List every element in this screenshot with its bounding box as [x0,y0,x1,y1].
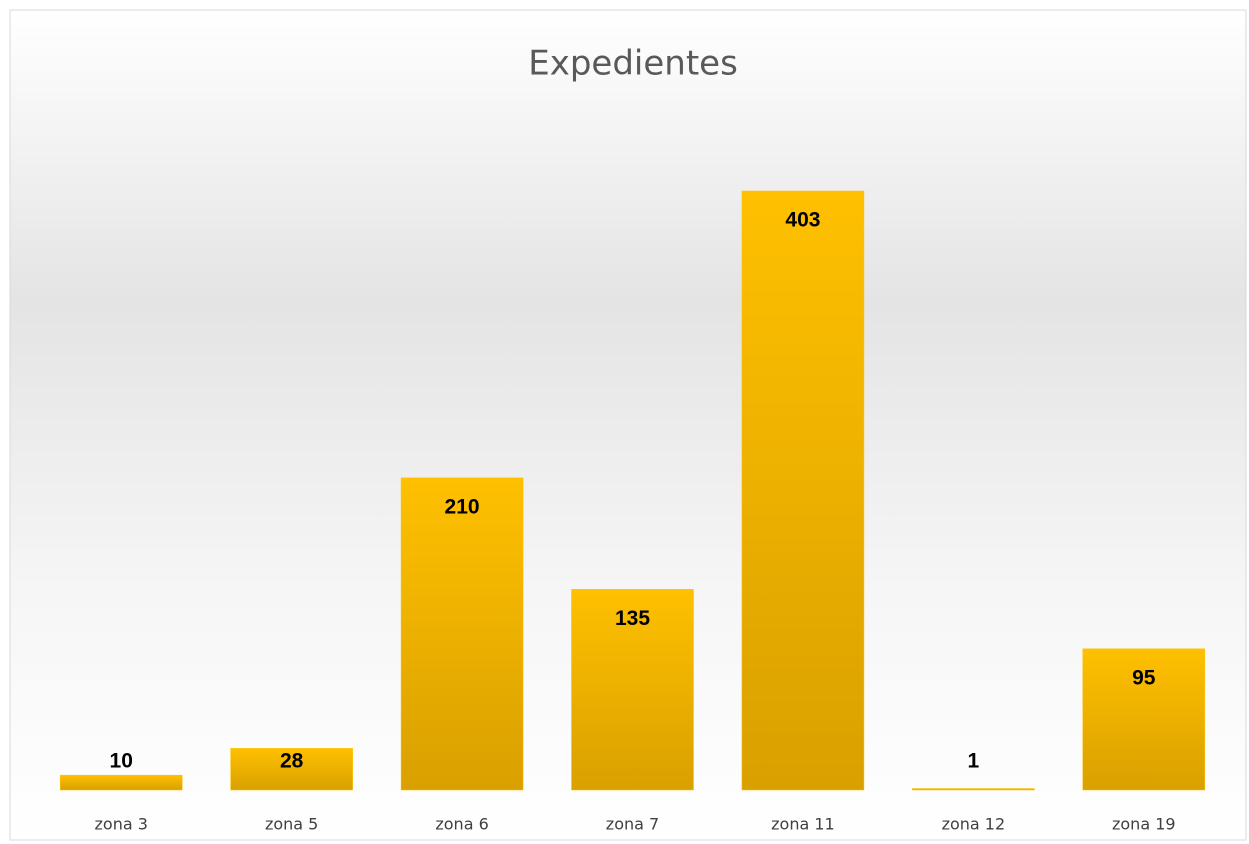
data-label: 95 [1132,666,1156,689]
x-tick-label: zona 3 [95,815,148,834]
bar [230,748,353,791]
data-label: 135 [615,607,650,630]
data-label: 403 [785,209,820,232]
data-label: 210 [445,495,480,518]
x-tick-label: zona 19 [1112,815,1176,834]
bar [400,477,524,791]
bar [571,589,694,791]
data-label: 10 [110,750,133,773]
x-tick-label: zona 5 [265,815,318,834]
chart-title: Expedientes [528,44,738,84]
bar [741,190,865,791]
x-tick-label: zona 11 [771,815,835,834]
data-label: 1 [968,750,980,773]
bar [59,774,183,791]
x-tick-label: zona 7 [606,815,659,834]
x-tick-label: zona 6 [435,815,488,834]
bar [912,788,1035,791]
x-tick-label: zona 12 [942,815,1006,834]
data-label: 28 [280,750,304,773]
bar [1082,648,1206,791]
